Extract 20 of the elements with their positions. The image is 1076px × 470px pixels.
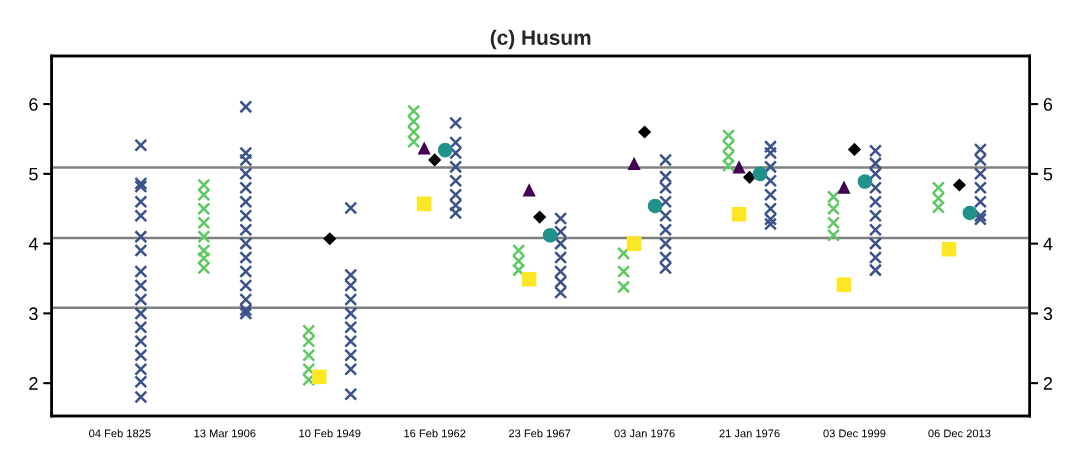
y2-tick-label: 5 [1043, 167, 1053, 181]
y-tick-label: 5 [29, 167, 38, 181]
y2-tick-label: 4 [1043, 237, 1053, 251]
chart-title: (c) Husum [490, 29, 591, 50]
x-tick-label: 21 Jan 1976 [719, 429, 780, 438]
y-tick-label: 3 [29, 307, 38, 321]
y2-tick-label: 3 [1043, 307, 1053, 321]
y-tick-label: 4 [28, 237, 38, 251]
y2-tick-label: 2 [1043, 377, 1053, 390]
x-tick-label: 10 Feb 1949 [299, 429, 361, 438]
x-tick-label: 23 Feb 1967 [509, 429, 571, 438]
y-tick-label: 2 [29, 377, 38, 390]
y-tick-label: 6 [29, 98, 38, 111]
x-tick-label: 03 Jan 1976 [614, 429, 675, 438]
x-tick-label: 16 Feb 1962 [404, 429, 466, 438]
x-tick-label: 06 Dec 2013 [928, 429, 991, 438]
x-tick-label: 13 Mar 1906 [194, 429, 256, 438]
x-tick-label: 03 Dec 1999 [823, 429, 886, 438]
y2-tick-label: 6 [1043, 98, 1053, 111]
x-tick-label: 04 Feb 1825 [89, 429, 151, 438]
